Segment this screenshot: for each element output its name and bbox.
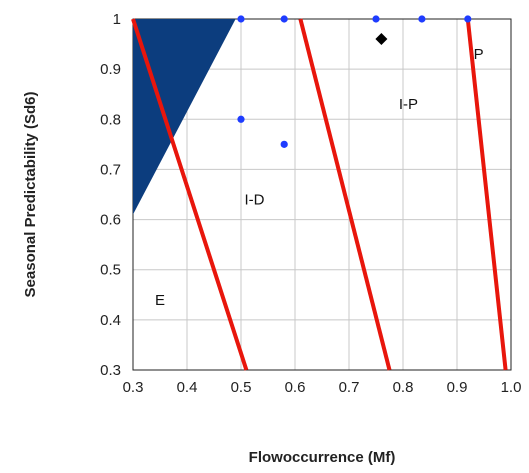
x-tick-label: 0.9 <box>447 379 468 396</box>
data-points <box>237 15 472 148</box>
y-axis-label: Seasonal Predictability (Sd6) <box>22 92 39 298</box>
data-point <box>280 140 288 148</box>
x-tick-label: 0.6 <box>285 379 306 396</box>
region-labels: E I-D I-P P <box>155 46 484 309</box>
region-label: E <box>155 292 165 309</box>
data-point <box>418 15 426 23</box>
y-tick-label: 0.9 <box>100 61 121 78</box>
region-label: I-D <box>245 192 265 209</box>
y-tick-label: 1 <box>113 11 121 28</box>
x-tick-labels: 0.3 0.4 0.5 0.6 0.7 0.8 0.9 1.0 <box>123 379 522 396</box>
boundary-line-1 <box>131 18 249 371</box>
boundary-line-2 <box>298 18 392 371</box>
y-tick-label: 0.6 <box>100 212 121 229</box>
x-tick-label: 0.5 <box>231 379 252 396</box>
x-axis-label: Flowoccurrence (Mf) <box>249 449 396 466</box>
shaded-region-layer <box>133 19 236 215</box>
data-point <box>237 15 245 23</box>
y-tick-label: 0.5 <box>100 262 121 279</box>
shaded-region <box>133 19 236 215</box>
region-label: P <box>474 46 484 63</box>
boundary-line-3 <box>465 18 508 371</box>
y-tick-labels: 0.3 0.4 0.5 0.6 0.7 0.8 0.9 1 <box>100 11 121 379</box>
data-point <box>237 115 245 123</box>
boundary-lines <box>131 18 508 371</box>
y-tick-label: 0.4 <box>100 312 121 329</box>
data-point <box>464 15 472 23</box>
y-tick-label: 0.3 <box>100 362 121 379</box>
data-point <box>372 15 380 23</box>
x-tick-label: 0.8 <box>393 379 414 396</box>
y-tick-label: 0.8 <box>100 111 121 128</box>
x-tick-label: 1.0 <box>501 379 522 396</box>
data-point <box>280 15 288 23</box>
x-tick-label: 0.4 <box>177 379 198 396</box>
region-label: I-P <box>399 96 418 113</box>
highlight-diamond-point <box>375 33 388 46</box>
x-tick-label: 0.3 <box>123 379 144 396</box>
x-tick-label: 0.7 <box>339 379 360 396</box>
y-tick-label: 0.7 <box>100 161 121 178</box>
